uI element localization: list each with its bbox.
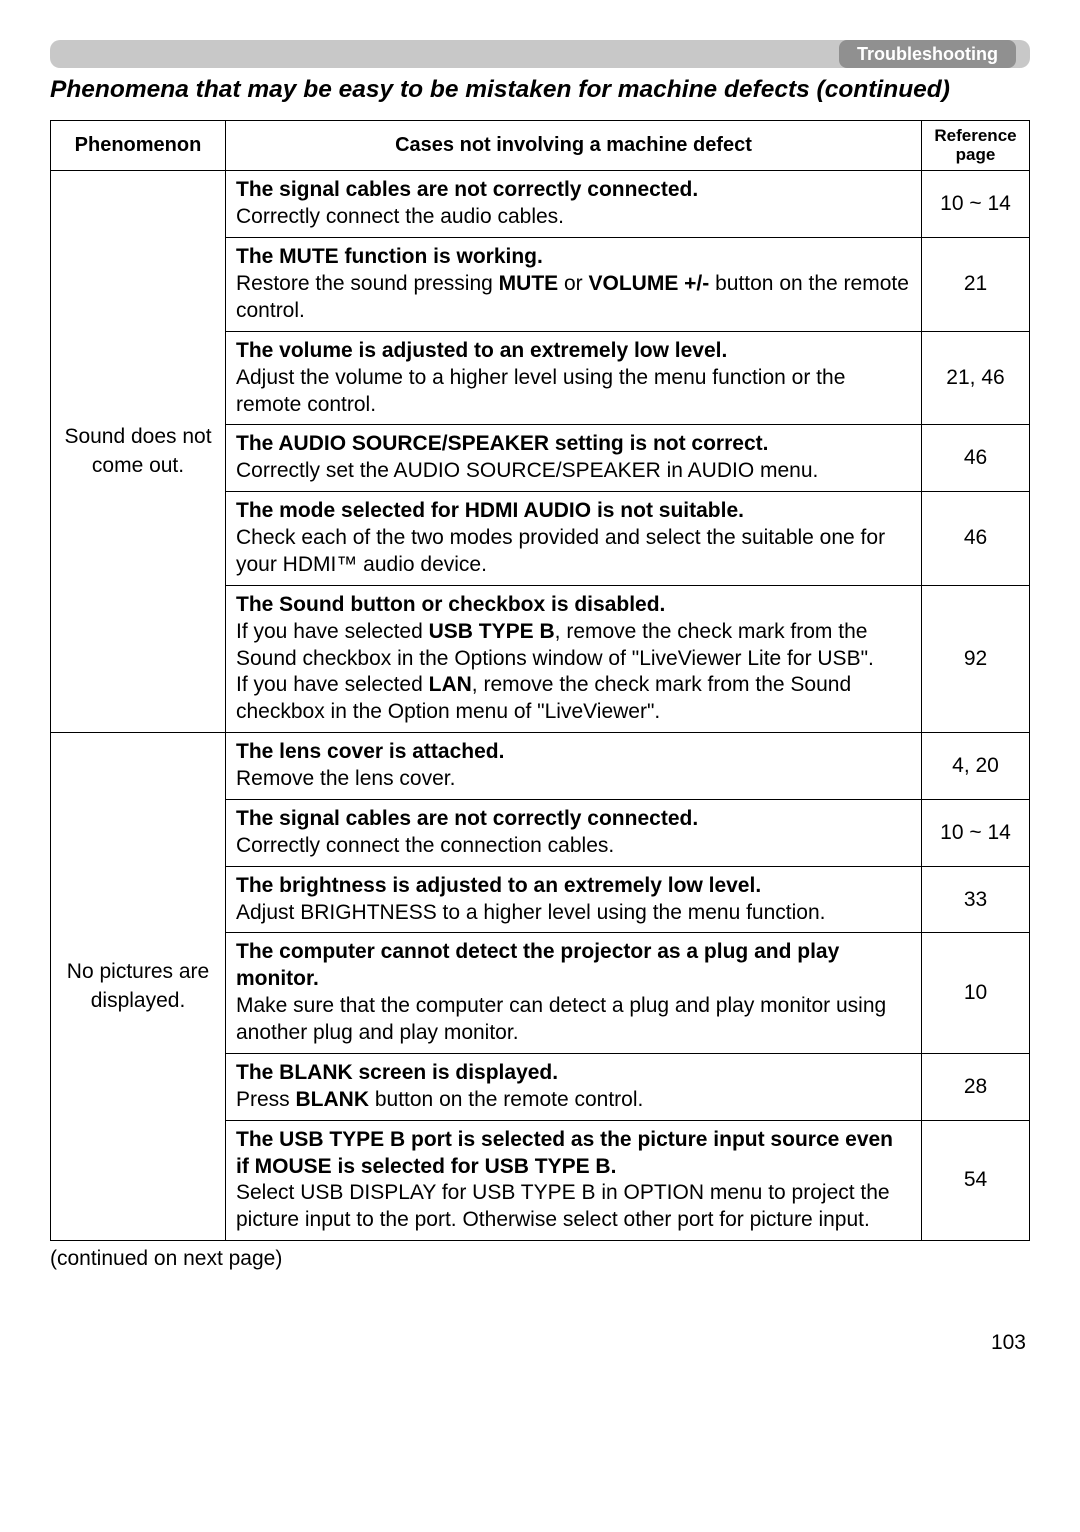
phenomenon-cell: Sound does not come out. [51,171,226,733]
case-cell: The volume is adjusted to an extremely l… [226,331,922,425]
case-title: The lens cover is attached. [236,740,504,763]
table-row: Sound does not come out.The signal cable… [51,171,1030,238]
case-cell: The brightness is adjusted to an extreme… [226,866,922,933]
case-title: The USB TYPE B port is selected as the p… [236,1128,893,1178]
case-body: Press BLANK button on the remote control… [236,1088,643,1111]
case-body: Restore the sound pressing MUTE or VOLUM… [236,272,909,322]
page-root: Troubleshooting Phenomena that may be ea… [0,0,1080,1395]
case-body: Make sure that the computer can detect a… [236,994,886,1044]
case-cell: The lens cover is attached. Remove the le… [226,733,922,800]
case-title: The mode selected for HDMI AUDIO is not … [236,499,744,522]
case-cell: The Sound button or checkbox is disabled… [226,585,922,732]
reference-cell: 10 ~ 14 [922,171,1030,238]
case-title: The Sound button or checkbox is disabled… [236,593,665,616]
case-title: The signal cables are not correctly conn… [236,807,698,830]
case-body: Remove the lens cover. [236,767,455,790]
case-body: If you have selected USB TYPE B, remove … [236,620,874,724]
header-bar: Troubleshooting [50,40,1030,68]
reference-cell: 33 [922,866,1030,933]
header-tag: Troubleshooting [839,40,1016,68]
table-header-row: Phenomenon Cases not involving a machine… [51,121,1030,171]
case-body: Adjust the volume to a higher level usin… [236,366,845,416]
case-cell: The mode selected for HDMI AUDIO is not … [226,492,922,586]
troubleshooting-table: Phenomenon Cases not involving a machine… [50,120,1030,1241]
table-row: No pictures are displayed.The lens cover… [51,733,1030,800]
case-cell: The USB TYPE B port is selected as the p… [226,1120,922,1241]
reference-cell: 21, 46 [922,331,1030,425]
reference-cell: 10 [922,933,1030,1054]
reference-cell: 10 ~ 14 [922,799,1030,866]
case-body: Adjust BRIGHTNESS to a higher level usin… [236,901,825,924]
reference-cell: 46 [922,425,1030,492]
case-body: Correctly connect the connection cables. [236,834,614,857]
reference-cell: 28 [922,1053,1030,1120]
reference-cell: 46 [922,492,1030,586]
case-title: The signal cables are not correctly conn… [236,178,698,201]
case-cell: The AUDIO SOURCE/SPEAKER setting is not … [226,425,922,492]
case-title: The computer cannot detect the projector… [236,940,839,990]
page-number: 103 [50,1331,1030,1355]
case-body: Correctly connect the audio cables. [236,205,564,228]
section-title: Phenomena that may be easy to be mistake… [50,76,1030,104]
case-body: Correctly set the AUDIO SOURCE/SPEAKER i… [236,459,818,482]
reference-cell: 4, 20 [922,733,1030,800]
case-title: The BLANK screen is displayed. [236,1061,558,1084]
header-cases: Cases not involving a machine defect [226,121,922,171]
case-cell: The signal cables are not correctly conn… [226,799,922,866]
case-title: The volume is adjusted to an extremely l… [236,339,727,362]
header-reference: Reference page [922,121,1030,171]
continued-note: (continued on next page) [50,1247,1030,1271]
header-phenomenon: Phenomenon [51,121,226,171]
case-cell: The BLANK screen is displayed. Press BLAN… [226,1053,922,1120]
case-cell: The computer cannot detect the projector… [226,933,922,1054]
case-cell: The signal cables are not correctly conn… [226,171,922,238]
reference-cell: 21 [922,238,1030,332]
case-title: The brightness is adjusted to an extreme… [236,874,761,897]
table-body: Sound does not come out. The signal cable… [51,171,1030,1241]
reference-cell: 92 [922,585,1030,732]
case-body: Check each of the two modes provided and… [236,526,885,576]
case-body: Select USB DISPLAY for USB TYPE B in OPT… [236,1181,890,1231]
reference-cell: 54 [922,1120,1030,1241]
phenomenon-cell: No pictures are displayed. [51,733,226,1241]
case-title: The AUDIO SOURCE/SPEAKER setting is not … [236,432,768,455]
case-cell: The MUTE function is working. Restore the… [226,238,922,332]
case-title: The MUTE function is working. [236,245,543,268]
